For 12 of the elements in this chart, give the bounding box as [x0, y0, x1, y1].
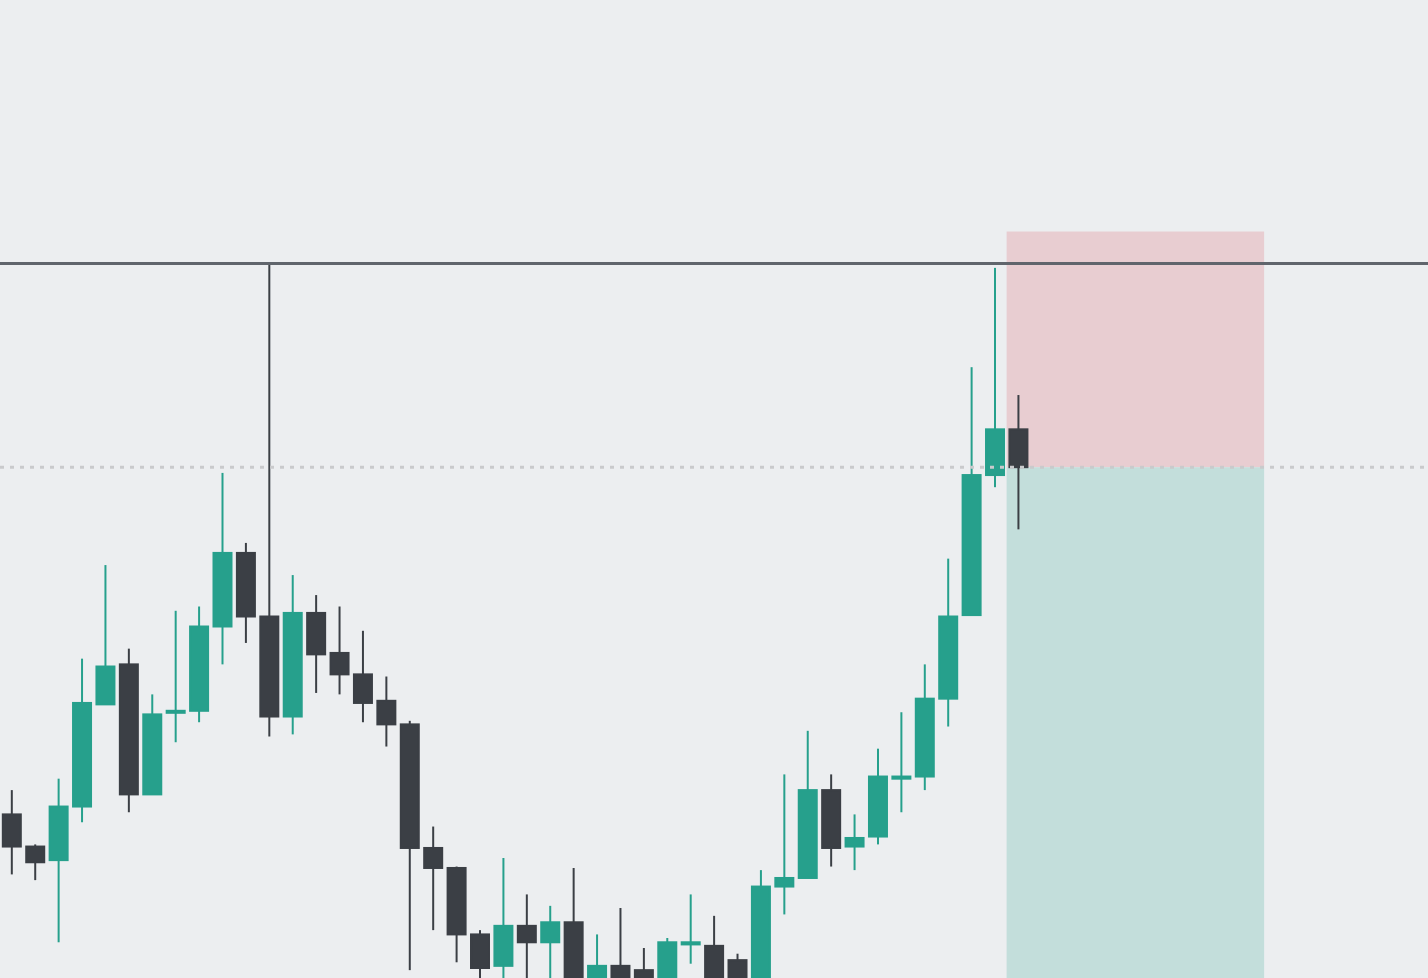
candlestick [704, 914, 725, 978]
candlestick [727, 952, 748, 978]
candlestick [587, 933, 608, 978]
candlestick [516, 893, 537, 978]
candlestick [493, 856, 514, 978]
candlestick [633, 946, 654, 978]
candlestick [680, 893, 701, 965]
candlestick [610, 906, 631, 978]
candlestick [540, 904, 561, 978]
candlestick [657, 936, 678, 978]
candlestick [306, 594, 327, 694]
candlestick [1008, 394, 1029, 531]
